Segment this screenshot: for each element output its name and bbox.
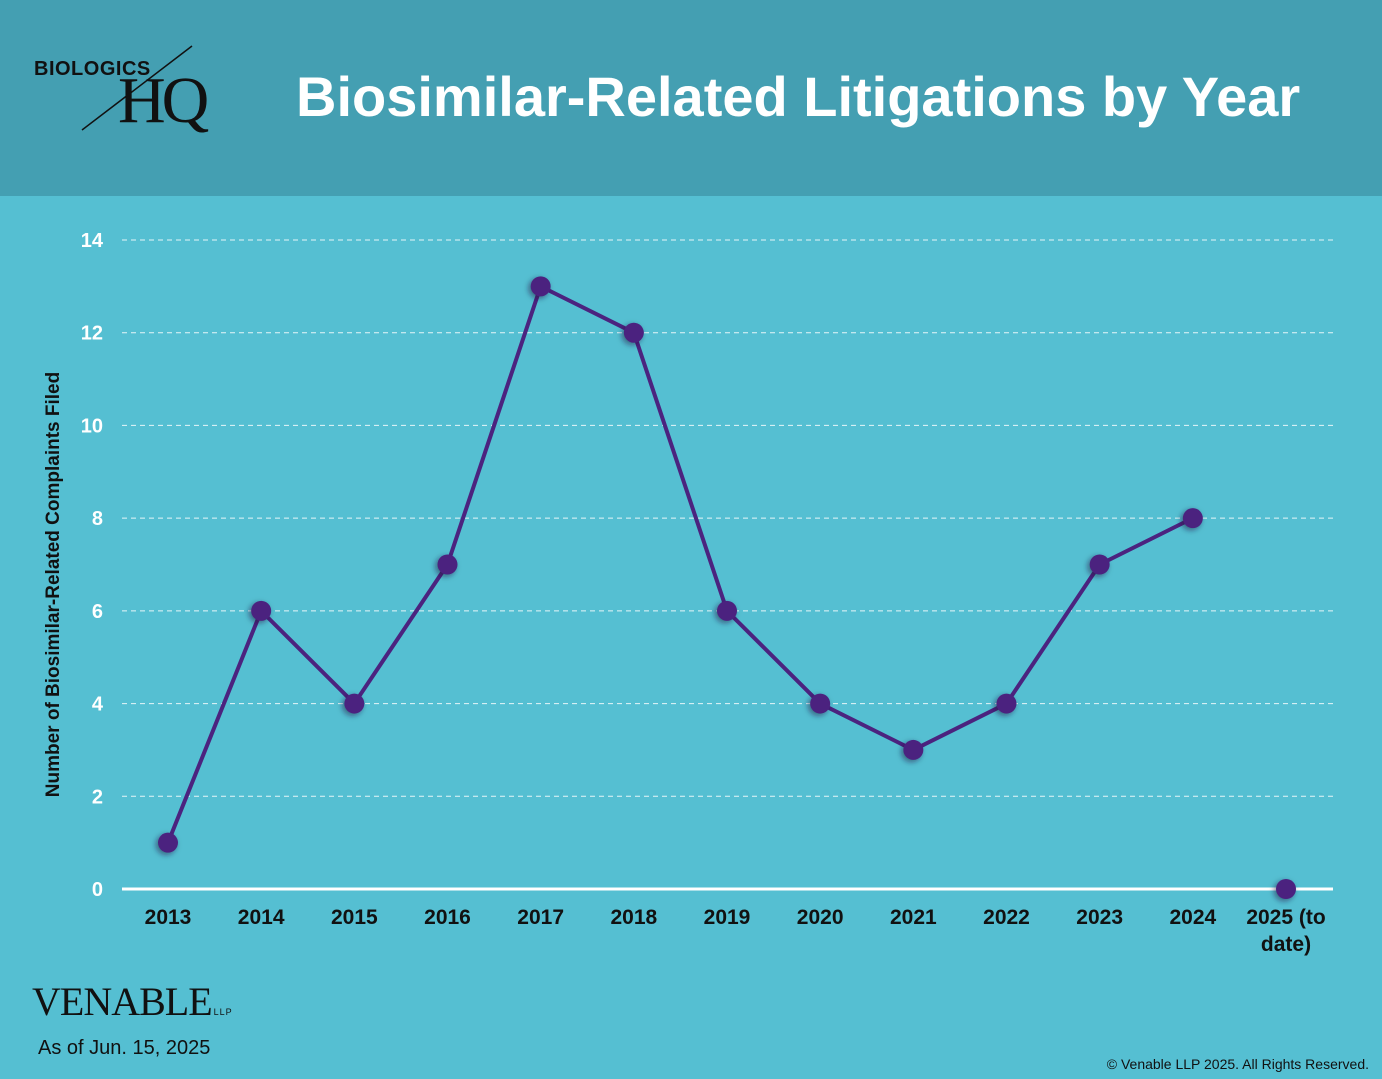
data-point-2018 bbox=[623, 322, 644, 343]
y-tick-label: 2 bbox=[92, 786, 103, 808]
x-tick-label: 2022 bbox=[983, 906, 1030, 929]
data-point-2015 bbox=[344, 693, 365, 714]
y-tick-label: 12 bbox=[81, 323, 103, 345]
x-tick-label: 2017 bbox=[517, 906, 564, 929]
data-point-2023 bbox=[1089, 554, 1110, 575]
logo-main-text: HQ bbox=[118, 64, 209, 137]
venable-brand: VENABLE bbox=[32, 979, 213, 1024]
x-tick-labels: 2013 2014 2015 2016 2017 2018 2019 2020 2021 2022… bbox=[145, 906, 1326, 956]
y-axis-label: Number of Biosimilar-Related Complaints … bbox=[43, 372, 64, 797]
y-tick-labels: 0 2 4 6 8 10 12 14 bbox=[81, 230, 104, 901]
data-points bbox=[158, 276, 1296, 899]
data-point-2021 bbox=[903, 739, 924, 760]
header-band: BIOLOGICS HQ Biosimilar-Related Litigati… bbox=[0, 0, 1382, 196]
data-point-2017 bbox=[530, 276, 551, 297]
grid-lines bbox=[122, 239, 1333, 891]
biologics-hq-logo: BIOLOGICS HQ bbox=[30, 40, 250, 160]
x-tick-label: 2021 bbox=[890, 906, 937, 929]
y-tick-label: 10 bbox=[81, 415, 103, 437]
x-tick-label: 2020 bbox=[797, 906, 844, 929]
data-point-2022 bbox=[996, 693, 1017, 714]
line-chart: 0 2 4 6 8 10 12 14 2013 2014 2015 2016 2017 2018 2019… bbox=[43, 230, 1333, 956]
as-of-date: As of Jun. 15, 2025 bbox=[38, 1037, 211, 1059]
logo-top-text: BIOLOGICS bbox=[34, 58, 151, 80]
x-tick-label: 2023 bbox=[1076, 906, 1123, 929]
series-polyline bbox=[166, 284, 1194, 844]
logo-slash-icon bbox=[81, 45, 193, 131]
x-tick-label: 2024 bbox=[1169, 906, 1216, 929]
data-point-2016 bbox=[437, 554, 458, 575]
y-tick-label: 6 bbox=[92, 601, 103, 623]
x-tick-label: 2014 bbox=[238, 906, 285, 929]
data-point-2019 bbox=[717, 600, 737, 621]
series-line bbox=[166, 284, 1194, 844]
x-tick-label: 2018 bbox=[610, 906, 657, 929]
data-point-2020 bbox=[810, 693, 831, 714]
data-point-2013 bbox=[158, 832, 178, 853]
venable-llp: LLP bbox=[213, 1007, 233, 1017]
y-tick-label: 0 bbox=[92, 879, 103, 901]
chart-title: Biosimilar-Related Litigations by Year bbox=[296, 65, 1301, 128]
copyright-notice: © Venable LLP 2025. All Rights Reserved. bbox=[1106, 1056, 1369, 1072]
x-tick-label: 2019 bbox=[704, 906, 751, 929]
data-point-2024 bbox=[1182, 508, 1203, 529]
data-point-2025 bbox=[1276, 879, 1296, 899]
x-tick-label: 2013 bbox=[145, 906, 192, 929]
data-point-2014 bbox=[251, 600, 272, 621]
y-tick-label: 4 bbox=[92, 694, 104, 716]
y-tick-label: 14 bbox=[81, 230, 104, 252]
x-tick-label: 2015 bbox=[331, 906, 378, 929]
y-tick-label: 8 bbox=[92, 508, 103, 530]
x-tick-label: 2025 (to date) bbox=[1246, 906, 1325, 956]
x-tick-label: 2016 bbox=[424, 906, 471, 929]
venable-logo: VENABLE LLP bbox=[32, 978, 233, 1025]
